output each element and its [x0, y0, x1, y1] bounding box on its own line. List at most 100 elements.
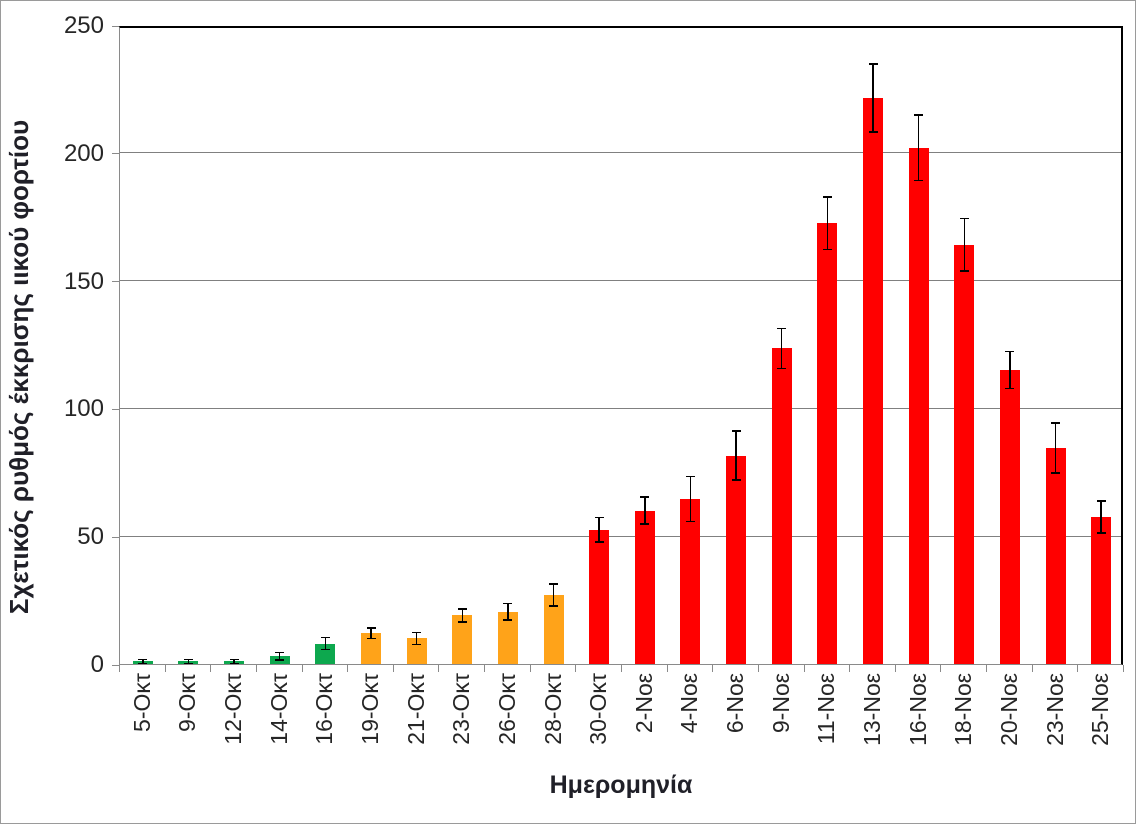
y-tick-label: 100 [63, 395, 104, 423]
gridline [120, 535, 1121, 537]
x-tick-mark [666, 665, 668, 672]
bar [999, 370, 1020, 664]
error-bar-cap-bottom [503, 619, 513, 621]
error-bar-cap-top [1096, 500, 1106, 502]
error-bar-cap-top [366, 627, 376, 629]
error-bar-cap-bottom [138, 662, 148, 665]
bar [452, 615, 473, 664]
x-tick-mark [894, 665, 896, 672]
error-bar-cap-top [412, 631, 422, 634]
x-tick-label: 20-Νοε [995, 673, 1022, 746]
error-bar-cap-top [822, 196, 832, 198]
x-tick-label: 16-Οκτ [311, 673, 338, 745]
error-bar-cap-top [640, 496, 650, 498]
x-tick-label: 9-Νοε [767, 673, 794, 734]
bar [771, 348, 792, 664]
error-bar-cap-top [731, 430, 741, 432]
error-bar-whisker [415, 633, 418, 644]
error-bar-whisker [552, 584, 555, 606]
error-bar-cap-bottom [914, 179, 924, 182]
error-bar-cap-top [1051, 422, 1061, 424]
error-bar-whisker [142, 660, 144, 663]
error-bar-whisker [1100, 501, 1102, 533]
error-bar-cap-top [1005, 350, 1015, 353]
error-bar-cap-top [868, 63, 878, 65]
error-bar-cap-bottom [777, 367, 787, 370]
x-tick-label: 6-Νοε [722, 673, 749, 734]
y-tick-mark [112, 153, 119, 155]
x-tick-label: 9-Οκτ [174, 673, 201, 732]
error-bar-cap-bottom [183, 662, 193, 665]
y-tick-label: 0 [90, 651, 104, 678]
x-tick-label: 4-Νοε [676, 673, 703, 734]
bar [954, 244, 975, 664]
bar [680, 499, 701, 664]
x-tick-mark [529, 665, 531, 672]
y-tick-label: 50 [77, 523, 104, 551]
bar [589, 529, 610, 664]
x-tick-label: 23-Νοε [1041, 673, 1068, 746]
gridline [120, 407, 1121, 409]
error-bar-whisker [324, 638, 327, 649]
error-bar-cap-bottom [320, 648, 330, 651]
error-bar-cap-top [275, 651, 285, 654]
x-tick-mark [347, 665, 349, 672]
x-tick-mark [119, 665, 120, 672]
x-tick-label: 16-Νοε [904, 673, 931, 746]
error-bar-whisker [187, 660, 190, 663]
bar [634, 510, 655, 664]
y-tick-mark [112, 281, 119, 283]
error-bar-whisker [1054, 423, 1057, 473]
error-bar-cap-top [457, 608, 467, 610]
x-tick-label: 23-Οκτ [448, 673, 475, 745]
x-tick-label: 11-Νοε [813, 673, 840, 745]
error-bar-whisker [780, 329, 783, 368]
error-bar-cap-top [183, 658, 193, 661]
error-bar-whisker [507, 604, 509, 620]
bar [726, 455, 747, 664]
error-bar-cap-top [549, 583, 559, 585]
error-bar-cap-bottom [685, 520, 695, 523]
x-tick-mark [849, 665, 851, 672]
error-bar-cap-top [777, 327, 787, 330]
x-tick-mark [1077, 665, 1079, 672]
error-bar-cap-bottom [959, 270, 969, 272]
error-bar-cap-bottom [275, 659, 285, 661]
x-tick-label: 12-Οκτ [220, 673, 247, 745]
x-tick-mark [484, 665, 486, 672]
x-tick-mark [164, 665, 166, 672]
x-tick-label: 26-Οκτ [493, 673, 520, 745]
x-tick-mark [712, 665, 714, 672]
error-bar-cap-bottom [640, 523, 650, 525]
error-bar-cap-bottom [1051, 472, 1061, 474]
error-bar-cap-top [138, 658, 148, 661]
error-bar-whisker [233, 660, 235, 663]
error-bar-cap-top [685, 475, 695, 478]
error-bar-cap-bottom [229, 662, 239, 665]
error-bar-cap-bottom [1096, 532, 1106, 534]
x-tick-label: 30-Οκτ [585, 673, 612, 745]
bar [406, 638, 427, 664]
y-tick-mark [112, 664, 119, 666]
error-bar-whisker [872, 64, 874, 132]
x-tick-mark [757, 665, 759, 672]
bar [1091, 517, 1112, 664]
x-tick-mark [621, 665, 622, 672]
y-tick-label: 250 [63, 12, 104, 39]
error-bar-whisker [963, 219, 966, 271]
x-tick-mark [940, 665, 942, 672]
error-bar-whisker [598, 518, 600, 542]
y-tick-mark [112, 25, 119, 27]
x-axis-title: Ημερομηνία [549, 771, 693, 799]
error-bar-cap-bottom [731, 479, 741, 481]
x-tick-label: 18-Νοε [950, 673, 977, 746]
x-tick-mark [210, 665, 212, 672]
x-tick-label: 28-Οκτ [539, 673, 566, 745]
x-tick-label: 14-Οκτ [265, 673, 292, 745]
bar [315, 643, 336, 664]
error-bar-cap-top [229, 658, 239, 661]
bar [817, 223, 838, 664]
error-bar-cap-bottom [457, 621, 467, 623]
error-bar-whisker [370, 628, 372, 638]
